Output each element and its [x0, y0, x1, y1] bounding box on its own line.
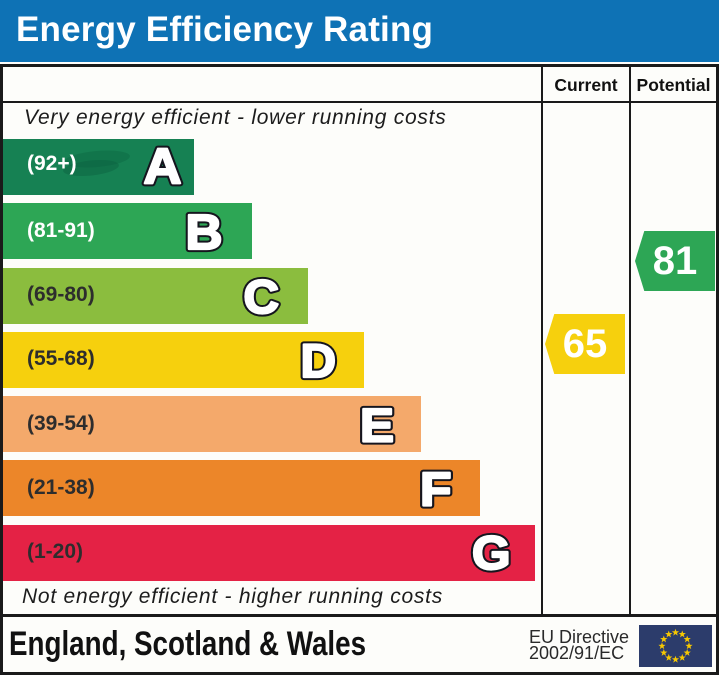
svg-text:C: C	[244, 270, 280, 323]
svg-text:B: B	[186, 206, 223, 260]
svg-text:F: F	[420, 463, 452, 516]
svg-text:B: B	[186, 206, 223, 260]
svg-text:D: D	[301, 334, 337, 387]
svg-text:C: C	[244, 270, 280, 323]
svg-text:A: A	[144, 139, 182, 195]
svg-text:A: A	[144, 139, 182, 195]
svg-text:E: E	[360, 399, 394, 452]
svg-text:F: F	[420, 463, 452, 516]
svg-text:D: D	[301, 334, 337, 387]
svg-text:G: G	[472, 526, 511, 579]
svg-text:E: E	[360, 399, 394, 452]
svg-text:G: G	[472, 526, 511, 579]
